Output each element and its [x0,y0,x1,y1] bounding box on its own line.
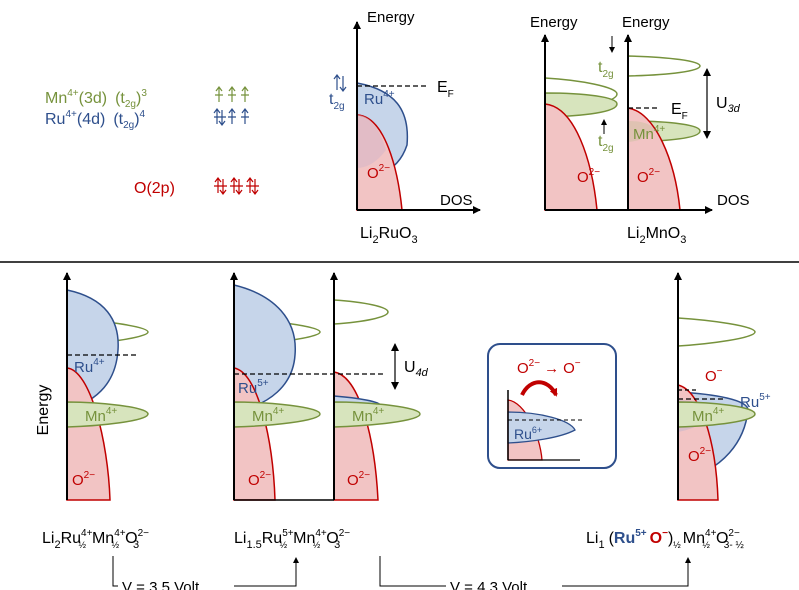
overlap-region-right [628,121,655,142]
mn-t2g-band [677,401,756,428]
bottom-panel-1: Ru4+ Mn4+ O2− [63,272,149,501]
voltage-label-1: V = 3.5 Volt [122,579,200,590]
formula-intermediate: Li1.5Ru5+ ½ Mn4+ ½ O2− 3 [234,528,350,551]
electron-transfer-arrow-icon [520,380,558,397]
fermi-level-label: EF [671,101,688,122]
formula-pristine: Li2Ru4+ ½ Mn4+ ½ O2− 3 [42,528,149,551]
u3d-label: U3d [716,95,741,115]
energy-label-right: Energy [622,14,670,31]
o-band-label-right: O2− [347,470,370,489]
dos-label: DOS [440,192,473,209]
mn-eg-band-right [627,55,701,77]
fermi-level-label: EF [437,79,454,100]
mn-band-label-right: Mn4+ [352,406,384,425]
mn-t2g-band-left [233,401,321,428]
mn-eg-band [677,317,756,347]
mn-band-label: Mn4+ [85,406,117,425]
mn-band-label-left: Mn4+ [252,406,284,425]
overlap-region [357,115,386,168]
ru-spin-arrows-icon [213,108,249,126]
o-2p-band-left [544,103,598,211]
bottom-panel-3: O− Ru5+ Mn4+ O2− [674,272,771,501]
energy-axis-label: Energy [35,385,52,436]
legend-o-line: O(2p) [134,180,175,197]
energy-label: Energy [367,9,415,26]
ru-band-label: Ru5+ [740,392,771,411]
o-band-label-left: O2− [577,167,600,186]
li2ruo3-formula: Li2RuO3 [360,225,418,246]
bottom-panel-2: Ru5+ Mn4+ O2− Mn4+ O2− U4d [230,272,429,501]
legend-ru-line: Ru4+(4d) (t2g)4 [45,109,146,131]
o-band-label: O2− [72,470,95,489]
mn-t2g-band [66,401,149,428]
t2g-up-label: t2g [598,59,614,80]
o-hole-label: O− [705,366,723,385]
orbital-legend: Mn4+(3d) (t2g)3 Ru4+(4d) (t2g)4 O(2p) [45,86,259,197]
li2ruo3-dos-panel: Energy DOS EF t2g Ru4+ O2− Li2RuO3 [329,9,481,246]
oxygen-redox-inset: O2− → O− Ru6+ [487,343,617,469]
t2g-label: t2g [329,91,345,112]
voltage-step-2: V = 4.3 Volt [379,556,691,590]
ru-band-label: Ru4+ [364,89,395,108]
voltage-label-2: V = 4.3 Volt [450,579,528,590]
o-band-label: O2− [367,163,390,182]
voltage-label-bg-2 [446,576,562,590]
u4d-label: U4d [404,359,429,379]
ru-band-label: Ru4+ [74,357,105,376]
mn-eg-band-right [333,299,389,325]
formula-charged: Li1 (Ru5+ O−)½ Mn4+ ½ O2− 3- ½ [586,528,744,551]
dos-label: DOS [717,192,750,209]
li2mno3-dos-panel: Energy O2− Energy DOS EF Mn4+ O2− t2g t2… [530,14,750,246]
li2mno3-formula: Li2MnO3 [627,225,686,246]
mn-band-label: Mn4+ [692,406,724,425]
mn-t2g-band-right [333,401,421,428]
o-spin-arrows-icon [214,177,259,195]
o-band-label-right: O2− [637,167,660,186]
mn-band-label: Mn4+ [633,124,665,143]
o-band-label: O2− [688,446,711,465]
legend-mn-line: Mn4+(3d) (t2g)3 [45,88,147,110]
redox-reaction-label: O2− → O− [517,358,581,377]
ru-band-label: Ru5+ [238,378,269,397]
mn-t2g-band-left [544,92,618,118]
voltage-step-1: V = 3.5 Volt [112,556,299,590]
voltage-label-bg-1 [118,576,234,590]
energy-label-left: Energy [530,14,578,31]
t2g-down-label: t2g [598,133,614,154]
t2g-spin-arrows-icon [333,74,347,92]
ru-band-label: Ru6+ [514,425,542,442]
mn-spin-arrows-icon [215,86,249,102]
o-band-label-left: O2− [248,470,271,489]
